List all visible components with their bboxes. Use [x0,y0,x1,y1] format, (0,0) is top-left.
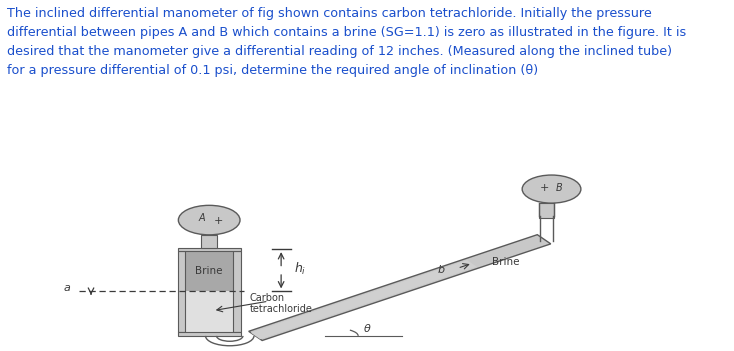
Bar [178,251,185,332]
Bar [185,291,233,332]
Bar [185,251,233,291]
Text: $h_i$: $h_i$ [294,260,307,277]
Bar [201,235,217,248]
Bar [178,248,241,251]
Ellipse shape [522,175,581,203]
Bar [233,251,241,332]
Text: A: A [198,213,206,223]
Text: +: + [214,216,222,226]
Bar [178,332,241,336]
Text: The inclined differential manometer of fig shown contains carbon tetrachloride. : The inclined differential manometer of f… [7,7,686,77]
Text: $\theta$: $\theta$ [363,323,372,335]
Text: Brine: Brine [195,266,223,276]
Text: a: a [64,283,70,293]
Text: Brine: Brine [492,257,519,267]
Polygon shape [249,235,550,340]
Ellipse shape [178,205,240,235]
Text: Carbon
tetrachloride: Carbon tetrachloride [250,293,313,314]
Polygon shape [250,260,477,339]
Text: B: B [556,183,562,193]
Text: b: b [437,265,445,275]
Text: +: + [539,183,549,193]
Bar [539,203,553,218]
